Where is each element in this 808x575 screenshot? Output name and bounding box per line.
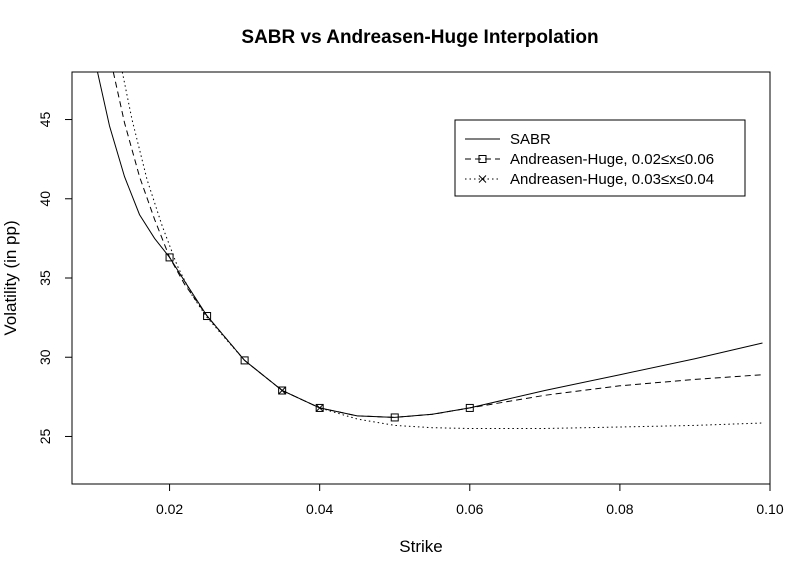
x-tick-label: 0.08 — [606, 501, 633, 517]
series-2-marker — [165, 253, 174, 262]
legend-label-3: Andreasen-Huge, 0.03≤x≤0.04 — [510, 171, 714, 188]
y-axis-label: Volatility (in pp) — [1, 220, 20, 335]
marker-layer — [165, 253, 474, 422]
legend-box — [454, 119, 746, 197]
x-tick-label: 0.06 — [456, 501, 483, 517]
series-2-marker — [240, 356, 249, 365]
y-tick-label: 35 — [37, 270, 53, 286]
x-axis-label: Strike — [399, 537, 442, 556]
legend-marker-3 — [478, 175, 487, 183]
y-tick-label: 40 — [37, 191, 53, 207]
series-2-marker — [390, 413, 399, 422]
legend: SABR Andreasen-Huge, 0.02≤x≤0.06 Andreasen… — [454, 119, 746, 197]
legend-label-2: Andreasen-Huge, 0.02≤x≤0.06 — [510, 151, 714, 168]
series-2-marker — [278, 386, 287, 395]
x-tick-label: 0.04 — [306, 501, 333, 517]
series-3-marker — [278, 386, 287, 395]
x-tick-label: 0.10 — [756, 501, 783, 517]
y-tick-label: 45 — [37, 112, 53, 128]
series-2-marker — [465, 403, 474, 412]
legend-marker-2 — [478, 155, 487, 163]
y-tick-label: 30 — [37, 349, 53, 365]
legend-label-1: SABR — [510, 131, 551, 148]
series-2-marker — [315, 403, 324, 412]
chart-title: SABR vs Andreasen-Huge Interpolation — [241, 27, 598, 48]
x-tick-label: 0.02 — [156, 501, 183, 517]
series-3-marker — [315, 404, 324, 412]
y-tick-label: 25 — [37, 428, 53, 444]
series-line-3 — [121, 72, 763, 429]
x-axis: 0.02 0.04 0.06 0.08 0.10 — [156, 484, 784, 517]
series-2-marker — [203, 312, 212, 321]
y-axis: 25 30 35 40 45 — [37, 112, 72, 444]
